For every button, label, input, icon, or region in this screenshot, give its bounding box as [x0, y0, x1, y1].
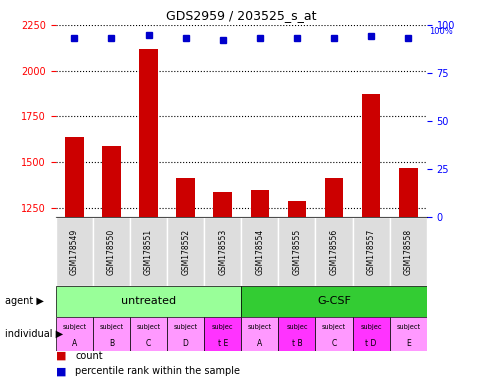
Text: A: A — [257, 339, 262, 348]
Text: subject: subject — [136, 324, 160, 330]
Bar — [204, 217, 241, 286]
Text: GSM178549: GSM178549 — [70, 228, 79, 275]
Text: untreated: untreated — [121, 296, 176, 306]
Text: ■: ■ — [56, 351, 66, 361]
Bar — [287, 200, 305, 384]
Bar — [389, 217, 426, 286]
Text: E: E — [405, 339, 410, 348]
Bar — [389, 317, 426, 351]
Text: subject: subject — [173, 324, 197, 330]
Text: GSM178556: GSM178556 — [329, 228, 338, 275]
Bar — [102, 146, 121, 384]
Text: t E: t E — [217, 339, 227, 348]
Title: GDS2959 / 203525_s_at: GDS2959 / 203525_s_at — [166, 9, 316, 22]
Bar — [361, 94, 379, 384]
Bar — [176, 178, 195, 384]
Text: subjec: subjec — [360, 324, 381, 330]
Text: subject: subject — [395, 324, 420, 330]
Text: percentile rank within the sample: percentile rank within the sample — [75, 366, 240, 376]
Bar — [56, 317, 93, 351]
Bar — [204, 317, 241, 351]
Text: C: C — [146, 339, 151, 348]
Bar — [278, 217, 315, 286]
Text: subjec: subjec — [286, 324, 307, 330]
Text: t B: t B — [291, 339, 302, 348]
Text: GSM178553: GSM178553 — [218, 228, 227, 275]
Text: B: B — [108, 339, 114, 348]
Bar — [352, 317, 389, 351]
Text: G-CSF: G-CSF — [317, 296, 350, 306]
Text: subject: subject — [321, 324, 346, 330]
Bar — [56, 217, 93, 286]
Text: 100%: 100% — [428, 27, 452, 36]
Bar — [65, 136, 83, 384]
Bar — [241, 286, 426, 317]
Text: GSM178554: GSM178554 — [255, 228, 264, 275]
Bar — [315, 217, 352, 286]
Bar — [166, 317, 204, 351]
Text: ■: ■ — [56, 366, 66, 376]
Text: A: A — [72, 339, 77, 348]
Text: D: D — [182, 339, 188, 348]
Bar — [93, 317, 130, 351]
Text: GSM178555: GSM178555 — [292, 228, 301, 275]
Text: GSM178551: GSM178551 — [144, 228, 153, 275]
Text: GSM178557: GSM178557 — [366, 228, 375, 275]
Bar — [324, 178, 343, 384]
Text: subject: subject — [62, 324, 86, 330]
Bar — [213, 192, 231, 384]
Bar — [166, 217, 204, 286]
Bar — [93, 217, 130, 286]
Text: subjec: subjec — [212, 324, 233, 330]
Text: GSM178558: GSM178558 — [403, 228, 412, 275]
Bar — [56, 286, 241, 317]
Text: subject: subject — [247, 324, 272, 330]
Text: individual ▶: individual ▶ — [5, 329, 63, 339]
Text: t D: t D — [365, 339, 376, 348]
Bar — [241, 317, 278, 351]
Bar — [352, 217, 389, 286]
Bar — [250, 190, 269, 384]
Bar — [278, 317, 315, 351]
Text: count: count — [75, 351, 103, 361]
Text: agent ▶: agent ▶ — [5, 296, 44, 306]
Text: subject: subject — [99, 324, 123, 330]
Bar — [315, 317, 352, 351]
Bar — [139, 49, 157, 384]
Text: C: C — [331, 339, 336, 348]
Bar — [241, 217, 278, 286]
Bar — [398, 167, 417, 384]
Text: GSM178552: GSM178552 — [181, 228, 190, 275]
Text: GSM178550: GSM178550 — [106, 228, 116, 275]
Bar — [130, 217, 166, 286]
Bar — [130, 317, 166, 351]
